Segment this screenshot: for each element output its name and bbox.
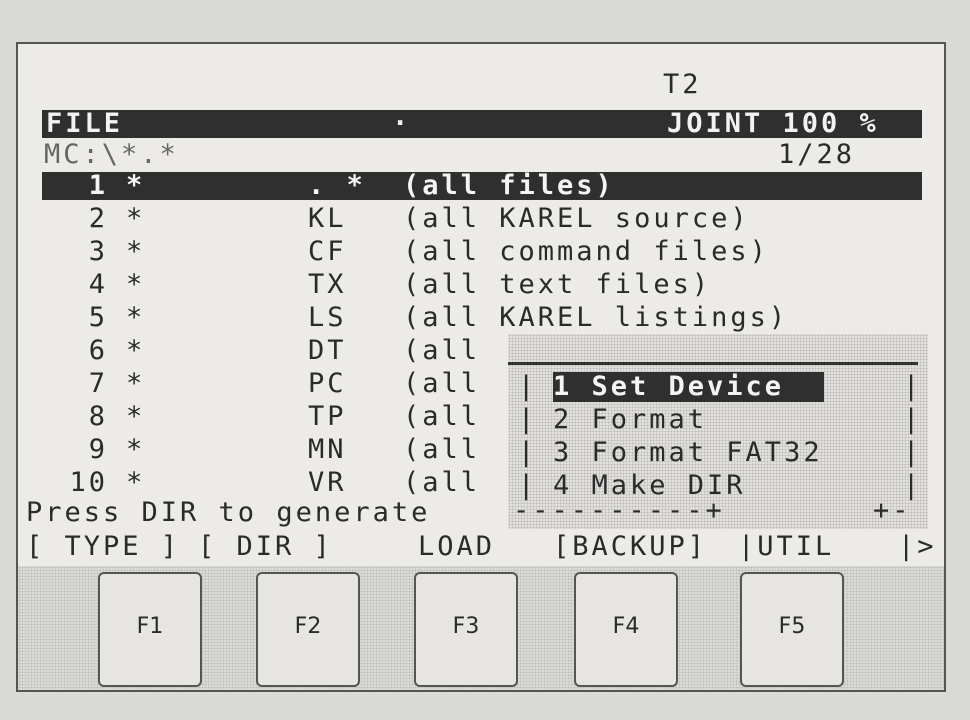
popup-left-border: | [518,437,535,468]
softkey-type[interactable]: [ TYPE ] [26,531,181,562]
file-name: * [126,269,146,300]
file-name: * [126,302,146,333]
file-num: 9 [88,434,108,465]
file-num: 6 [88,335,108,366]
file-row[interactable]: 9 * MN (all [18,435,918,467]
file-type: LS [308,302,347,333]
popup-left-border: | [518,470,535,501]
file-desc: (all [403,434,481,465]
popup-corner: +- [873,495,912,526]
file-type: MN [308,434,347,465]
file-num: 4 [88,269,108,300]
popup-item-label: 4 Make DIR [553,470,746,501]
file-type: DT [308,335,347,366]
file-num: 7 [88,368,108,399]
file-type: PC [308,368,347,399]
file-row[interactable]: 7 * PC (all [18,369,918,401]
file-num: 3 [88,236,108,267]
file-desc: (all KAREL source) [403,203,750,234]
file-desc: (all KAREL listings) [403,302,789,333]
file-type: VR [308,467,347,498]
file-row[interactable]: 10 * VR (all [18,468,918,500]
softkey-next[interactable]: |> [898,531,937,562]
file-desc: (all [403,401,481,432]
path-display: MC:\*.* [44,139,179,170]
softkey-dir[interactable]: [ DIR ] [198,531,333,562]
prompt-message: Press DIR to generate [26,497,431,528]
title-dot: · [392,108,412,139]
title-bar: FILE · JOINT 100 % [42,108,922,139]
popup-item[interactable]: | 1 Set Device | [518,371,919,404]
softkey-util[interactable]: |UTIL [738,531,835,562]
softkey-load[interactable]: LOAD [418,531,496,562]
popup-right-border: | [903,470,920,501]
file-name: * [126,170,146,201]
file-row[interactable]: 6 * DT (all [18,336,918,368]
file-row[interactable]: 8 * TP (all [18,402,918,434]
file-desc: (all [403,335,481,366]
popup-item[interactable]: | 3 Format FAT32 | [518,437,919,470]
popup-top-border [508,362,918,365]
f5-key[interactable]: F5 [740,572,844,687]
popup-right-border: | [903,437,920,468]
file-desc: (all text files) [403,269,712,300]
joint-status: JOINT 100 % [667,108,879,139]
popup-item[interactable]: | 2 Format | [518,404,919,437]
f1-key[interactable]: F1 [98,572,202,687]
file-type: CF [308,236,347,267]
file-row[interactable]: 4 * TX (all text files) [18,270,918,302]
file-desc: (all [403,368,481,399]
file-row[interactable]: 5 * LS (all KAREL listings) [18,303,918,335]
popup-item-label: 1 Set Device [553,372,825,402]
page-indicator: 1/28 [778,139,856,170]
file-desc: (all files) [403,170,615,201]
file-name: * [126,434,146,465]
popup-right-border: | [903,371,920,402]
file-type: TP [308,401,347,432]
file-num: 1 [88,170,108,201]
softkey-backup[interactable]: [BACKUP] [553,531,708,562]
file-type: KL [308,203,347,234]
file-name: * [126,203,146,234]
file-name: * [126,368,146,399]
file-name: * [126,236,146,267]
mode-indicator: T2 [663,69,702,100]
file-name: * [126,335,146,366]
popup-left-border: | [518,404,535,435]
file-type: . * [308,170,366,201]
f4-key[interactable]: F4 [574,572,678,687]
popup-item-label: 3 Format FAT32 [553,437,823,468]
file-num: 2 [88,203,108,234]
file-num: 8 [88,401,108,432]
popup-bottom-border: ----------+ [513,495,725,526]
file-row[interactable]: 3 * CF (all command files) [18,237,918,269]
file-name: * [126,401,146,432]
f2-key[interactable]: F2 [256,572,360,687]
file-name: * [126,467,146,498]
file-type: TX [308,269,347,300]
popup-item-label: 2 Format [553,404,708,435]
util-popup-menu: | 1 Set Device | | 2 Format | | 3 Format FAT32 |… [508,334,928,529]
file-desc: (all command files) [403,236,769,267]
file-num: 5 [88,302,108,333]
popup-right-border: | [903,404,920,435]
selected-row-highlight [42,172,922,200]
file-num: 10 [69,467,108,498]
screen-title: FILE [46,108,124,139]
popup-left-border: | [518,371,535,402]
teach-pendant-screen: T2 FILE · JOINT 100 % MC:\*.* 1/28 1 * . *… [16,42,946,692]
file-row[interactable]: 1 * . * (all files) [18,171,918,203]
popup-item[interactable]: | 4 Make DIR | [518,470,919,503]
f3-key[interactable]: F3 [414,572,518,687]
file-row[interactable]: 2 * KL (all KAREL source) [18,204,918,236]
file-desc: (all [403,467,481,498]
